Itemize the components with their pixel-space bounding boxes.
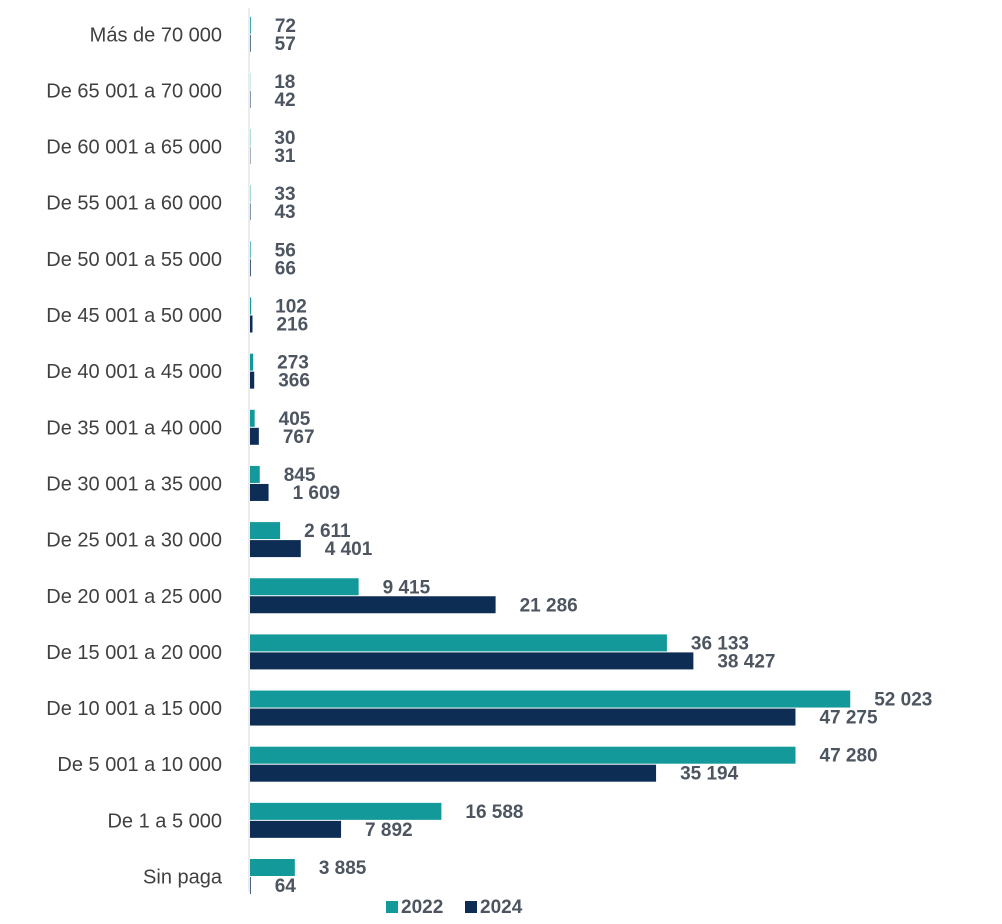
data-label-2022: 845 <box>284 465 316 486</box>
data-label-2024: 64 <box>275 876 297 897</box>
data-label-2024: 35 194 <box>680 764 739 785</box>
data-label-2024: 21 286 <box>520 595 578 616</box>
data-label-2024: 38 427 <box>717 651 775 672</box>
bar-2022 <box>250 241 251 259</box>
data-label-2022: 36 133 <box>691 633 749 654</box>
data-label-2022: 273 <box>277 353 309 374</box>
data-label-2022: 16 588 <box>465 802 523 823</box>
legend-swatch-2022 <box>386 901 398 913</box>
category-label: De 35 001 a 40 000 <box>46 417 222 439</box>
legend-label-2024: 2024 <box>480 897 523 918</box>
bar-2022 <box>250 746 796 764</box>
data-label-2022: 33 <box>274 184 295 205</box>
data-label-2024: 4 401 <box>325 539 373 560</box>
bar-2022 <box>250 690 851 708</box>
bar-2024 <box>250 652 694 670</box>
bar-2022 <box>250 297 252 315</box>
category-label: De 40 001 a 45 000 <box>46 361 222 383</box>
data-label-2022: 102 <box>275 297 307 318</box>
data-label-2022: 56 <box>275 240 296 261</box>
category-label: De 30 001 a 35 000 <box>46 473 222 495</box>
bar-2022 <box>250 802 442 820</box>
bar-2022 <box>250 522 281 540</box>
data-label-2024: 767 <box>283 427 315 448</box>
bar-2024 <box>250 427 259 445</box>
bar-2022 <box>250 578 359 596</box>
data-label-2024: 66 <box>275 258 296 279</box>
data-label-2022: 2 611 <box>304 521 351 542</box>
bar-2024 <box>250 764 657 782</box>
category-label: De 25 001 a 30 000 <box>46 530 222 552</box>
bar-2022 <box>250 465 260 483</box>
category-label: De 20 001 a 25 000 <box>46 586 222 608</box>
bar-2022 <box>250 409 255 427</box>
category-label: Más de 70 000 <box>90 24 222 46</box>
legend-label-2022: 2022 <box>401 897 443 918</box>
bar-2022 <box>250 634 667 652</box>
bar-2022 <box>250 859 295 876</box>
legend-swatch-2024 <box>465 901 477 913</box>
category-label: De 45 001 a 50 000 <box>46 305 222 327</box>
category-label: De 50 001 a 55 000 <box>46 249 222 271</box>
data-label-2022: 9 415 <box>383 577 431 598</box>
data-label-2024: 57 <box>275 34 296 55</box>
category-label: De 55 001 a 60 000 <box>46 193 222 215</box>
data-label-2022: 18 <box>274 72 295 93</box>
data-label-2024: 7 892 <box>365 820 413 841</box>
category-label: De 60 001 a 65 000 <box>46 137 222 159</box>
data-label-2024: 42 <box>274 90 295 111</box>
data-label-2022: 52 023 <box>874 690 932 711</box>
data-label-2022: 72 <box>275 16 296 37</box>
bar-2024 <box>250 34 251 52</box>
data-label-2022: 30 <box>274 128 295 149</box>
bar-2024 <box>250 483 269 501</box>
bar-2024 <box>250 259 251 277</box>
bar-2024 <box>250 540 301 558</box>
data-label-2024: 43 <box>274 202 295 223</box>
category-label: De 65 001 a 70 000 <box>46 80 222 102</box>
category-label: De 5 001 a 10 000 <box>57 754 222 776</box>
data-label-2024: 1 609 <box>293 483 341 504</box>
category-label: Sin paga <box>143 867 223 889</box>
data-label-2022: 47 280 <box>820 746 878 767</box>
data-label-2022: 3 885 <box>319 858 367 879</box>
bar-2024 <box>250 371 255 389</box>
category-label: De 1 a 5 000 <box>107 810 222 832</box>
category-label: De 15 001 a 20 000 <box>46 642 222 664</box>
bar-2024 <box>250 820 342 838</box>
data-label-2024: 47 275 <box>819 708 878 729</box>
bar-2024 <box>250 596 496 614</box>
data-label-2024: 366 <box>278 371 310 392</box>
data-label-2022: 405 <box>279 409 311 430</box>
bar-2024 <box>250 708 796 726</box>
bar-2022 <box>250 353 254 371</box>
bar-2022 <box>250 16 251 34</box>
bar-2024 <box>250 877 251 894</box>
data-label-2024: 31 <box>274 146 296 167</box>
data-label-2024: 216 <box>276 315 308 336</box>
category-label: De 10 001 a 15 000 <box>46 698 222 720</box>
bar-2024 <box>250 315 253 333</box>
